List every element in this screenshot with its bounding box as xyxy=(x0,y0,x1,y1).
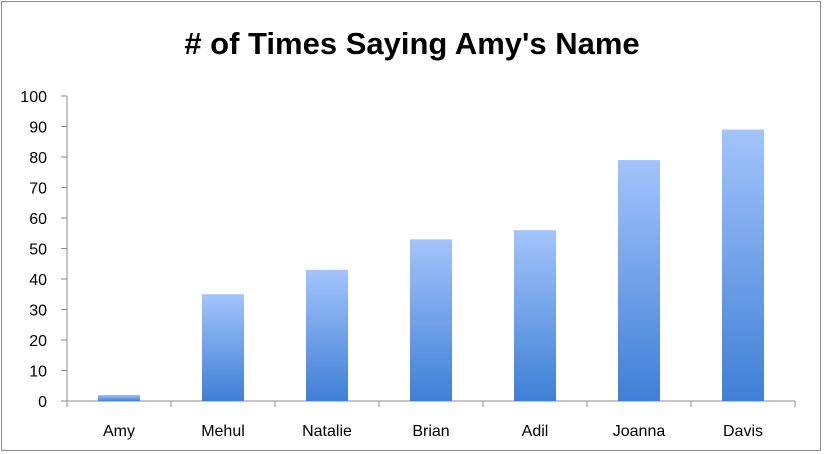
y-tick-label: 60 xyxy=(29,211,47,228)
x-tick-label: Adil xyxy=(522,423,549,440)
y-tick-label: 50 xyxy=(29,242,47,259)
x-tick-label: Natalie xyxy=(302,423,352,440)
y-tick-label: 90 xyxy=(29,120,47,137)
y-tick-label: 0 xyxy=(38,394,47,411)
x-tick-label: Mehul xyxy=(201,423,245,440)
y-tick-label: 80 xyxy=(29,150,47,167)
x-tick-label: Davis xyxy=(723,423,763,440)
bar-amy xyxy=(98,394,140,401)
x-tick-label: Amy xyxy=(103,423,135,440)
bar-davis xyxy=(722,129,764,402)
y-tick-label: 40 xyxy=(29,272,47,289)
x-tick-label: Joanna xyxy=(613,423,666,440)
y-tick-label: 100 xyxy=(20,89,47,106)
bar-mehul xyxy=(202,294,244,401)
bar-brian xyxy=(410,239,452,401)
y-tick-label: 10 xyxy=(29,364,47,381)
bar-joanna xyxy=(618,160,660,401)
chart-title: # of Times Saying Amy's Name xyxy=(184,26,640,61)
bar-adil xyxy=(514,230,556,401)
y-tick-label: 70 xyxy=(29,181,47,198)
y-tick-label: 30 xyxy=(29,303,47,320)
x-tick-label: Brian xyxy=(412,423,449,440)
bar-natalie xyxy=(306,269,348,401)
y-tick-label: 20 xyxy=(29,333,47,350)
